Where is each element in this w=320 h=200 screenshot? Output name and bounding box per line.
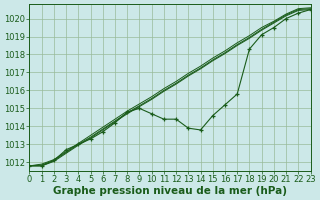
X-axis label: Graphe pression niveau de la mer (hPa): Graphe pression niveau de la mer (hPa) — [53, 186, 287, 196]
